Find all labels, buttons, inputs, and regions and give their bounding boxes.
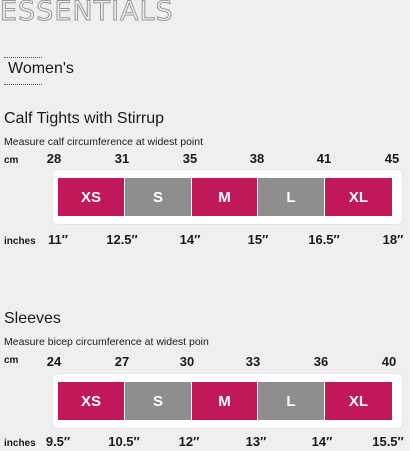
sleeves-size-bar: XS S M L XL [53, 374, 402, 428]
section-heading: Women's [8, 60, 74, 77]
calf-size-xl: XL [325, 178, 392, 216]
calf-in-4: 16.5″ [308, 232, 340, 247]
sleeves-size-xl: XL [325, 382, 392, 420]
sleeves-cm-5: 40 [381, 354, 397, 369]
calf-in-1: 12.5″ [106, 232, 138, 247]
calf-in-5: 18″ [382, 232, 404, 247]
calf-cm-0: 28 [46, 151, 62, 166]
calf-size-s: S [125, 178, 191, 216]
calf-cm-label: cm [4, 155, 19, 166]
sleeves-cm-4: 36 [313, 354, 329, 369]
sleeves-size-s: S [125, 382, 191, 420]
calf-size-m: M [192, 178, 257, 216]
calf-in-0: 11″ [48, 232, 68, 247]
calf-size-bar: XS S M L XL [53, 170, 402, 224]
sleeves-title: Sleeves [4, 310, 61, 327]
sleeves-size-xs: XS [58, 382, 124, 420]
sleeves-subtitle: Measure bicep circumference at widest po… [4, 336, 209, 348]
calf-size-xs: XS [58, 178, 124, 216]
dotted-rule-bottom [4, 84, 42, 85]
sleeves-in-3: 13″ [245, 434, 267, 449]
calf-cm-5: 45 [384, 151, 400, 166]
sleeves-in-4: 14″ [311, 434, 333, 449]
sleeves-cm-2: 30 [179, 354, 195, 369]
dotted-rule-top [4, 57, 42, 58]
sleeves-size-m: M [192, 382, 257, 420]
sleeves-size-l: L [258, 382, 324, 420]
sleeves-in-2: 12″ [178, 434, 200, 449]
sleeves-cm-0: 24 [46, 354, 62, 369]
sleeves-inches-label: inches [4, 438, 36, 449]
calf-title: Calf Tights with Stirrup [4, 110, 165, 127]
calf-subtitle: Measure calf circumference at widest poi… [4, 136, 204, 148]
sleeves-cm-label: cm [4, 355, 19, 366]
calf-in-2: 14″ [179, 232, 201, 247]
calf-cm-1: 31 [114, 151, 130, 166]
sleeves-cm-1: 27 [114, 354, 130, 369]
sleeves-in-0: 9.5″ [45, 434, 71, 449]
calf-in-3: 15″ [247, 232, 269, 247]
sleeves-in-1: 10.5″ [108, 434, 140, 449]
sleeves-cm-3: 33 [245, 354, 261, 369]
calf-inches-label: inches [4, 236, 36, 247]
calf-cm-2: 35 [182, 151, 198, 166]
calf-cm-3: 38 [249, 151, 265, 166]
calf-cm-4: 41 [316, 151, 332, 166]
brand-logo: ESSENTIALS [0, 0, 174, 28]
sleeves-in-5: 15.5″ [372, 434, 404, 449]
calf-size-l: L [258, 178, 324, 216]
